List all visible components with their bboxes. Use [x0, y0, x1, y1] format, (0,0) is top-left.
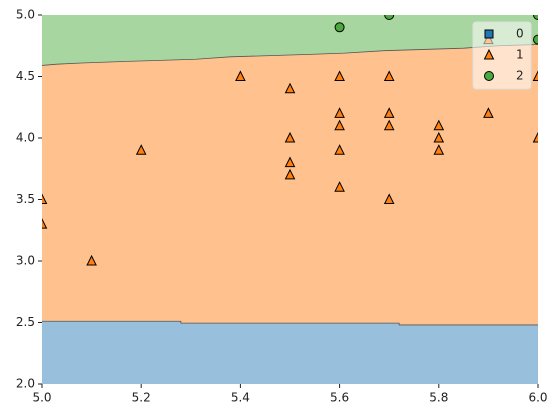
legend-label: 1 — [516, 48, 524, 62]
marker-triangle — [433, 119, 445, 131]
decision-boundary — [42, 320, 538, 326]
x-tick-label: 5.2 — [132, 391, 151, 405]
marker-triangle — [383, 107, 395, 118]
x-tick-label: 5.0 — [32, 391, 51, 405]
y-tick-label: 2.0 — [16, 377, 35, 391]
marker-triangle — [284, 168, 296, 180]
x-tick-label: 5.8 — [429, 391, 448, 405]
marker-triangle — [383, 119, 395, 131]
marker-triangle — [433, 131, 445, 143]
marker-triangle — [532, 70, 538, 81]
y-tick-label: 3.0 — [16, 254, 35, 268]
marker-square — [484, 29, 494, 39]
y-tick-label: 4.0 — [16, 131, 35, 145]
decision-region — [42, 15, 538, 66]
decision-region — [42, 44, 538, 325]
marker-circle — [484, 71, 494, 81]
marker-circle — [533, 34, 538, 45]
marker-circle — [533, 15, 538, 20]
x-tick-label: 5.4 — [231, 391, 250, 405]
marker-triangle — [235, 70, 246, 81]
marker-triangle — [42, 217, 48, 229]
marker-triangle — [334, 119, 345, 131]
decision-region — [42, 321, 538, 384]
marker-circle — [334, 22, 345, 33]
marker-triangle — [284, 156, 296, 168]
marker-triangle — [334, 144, 345, 155]
marker-triangle — [135, 144, 147, 155]
legend-label: 2 — [516, 69, 524, 83]
y-tick-label: 2.5 — [16, 315, 35, 329]
y-tick-label: 3.5 — [16, 192, 35, 206]
marker-triangle — [383, 193, 395, 204]
marker-triangle — [86, 254, 97, 266]
x-tick-label: 5.6 — [330, 391, 349, 405]
marker-triangle — [532, 131, 538, 143]
marker-triangle — [284, 82, 296, 94]
marker-circle — [384, 15, 395, 20]
marker-triangle — [483, 48, 495, 60]
marker-triangle — [383, 70, 395, 81]
marker-triangle — [334, 181, 345, 192]
marker-triangle — [334, 107, 345, 118]
marker-triangle — [284, 131, 296, 143]
plot-area — [42, 15, 538, 384]
x-tick-label: 6.0 — [528, 391, 547, 405]
y-tick-label: 5.0 — [16, 8, 35, 22]
marker-triangle — [433, 144, 445, 155]
y-tick-label: 4.5 — [16, 69, 35, 83]
legend-label: 0 — [516, 27, 524, 41]
marker-triangle — [334, 70, 345, 81]
decision-boundary — [42, 44, 538, 66]
marker-triangle — [483, 107, 494, 118]
marker-triangle — [42, 193, 48, 204]
